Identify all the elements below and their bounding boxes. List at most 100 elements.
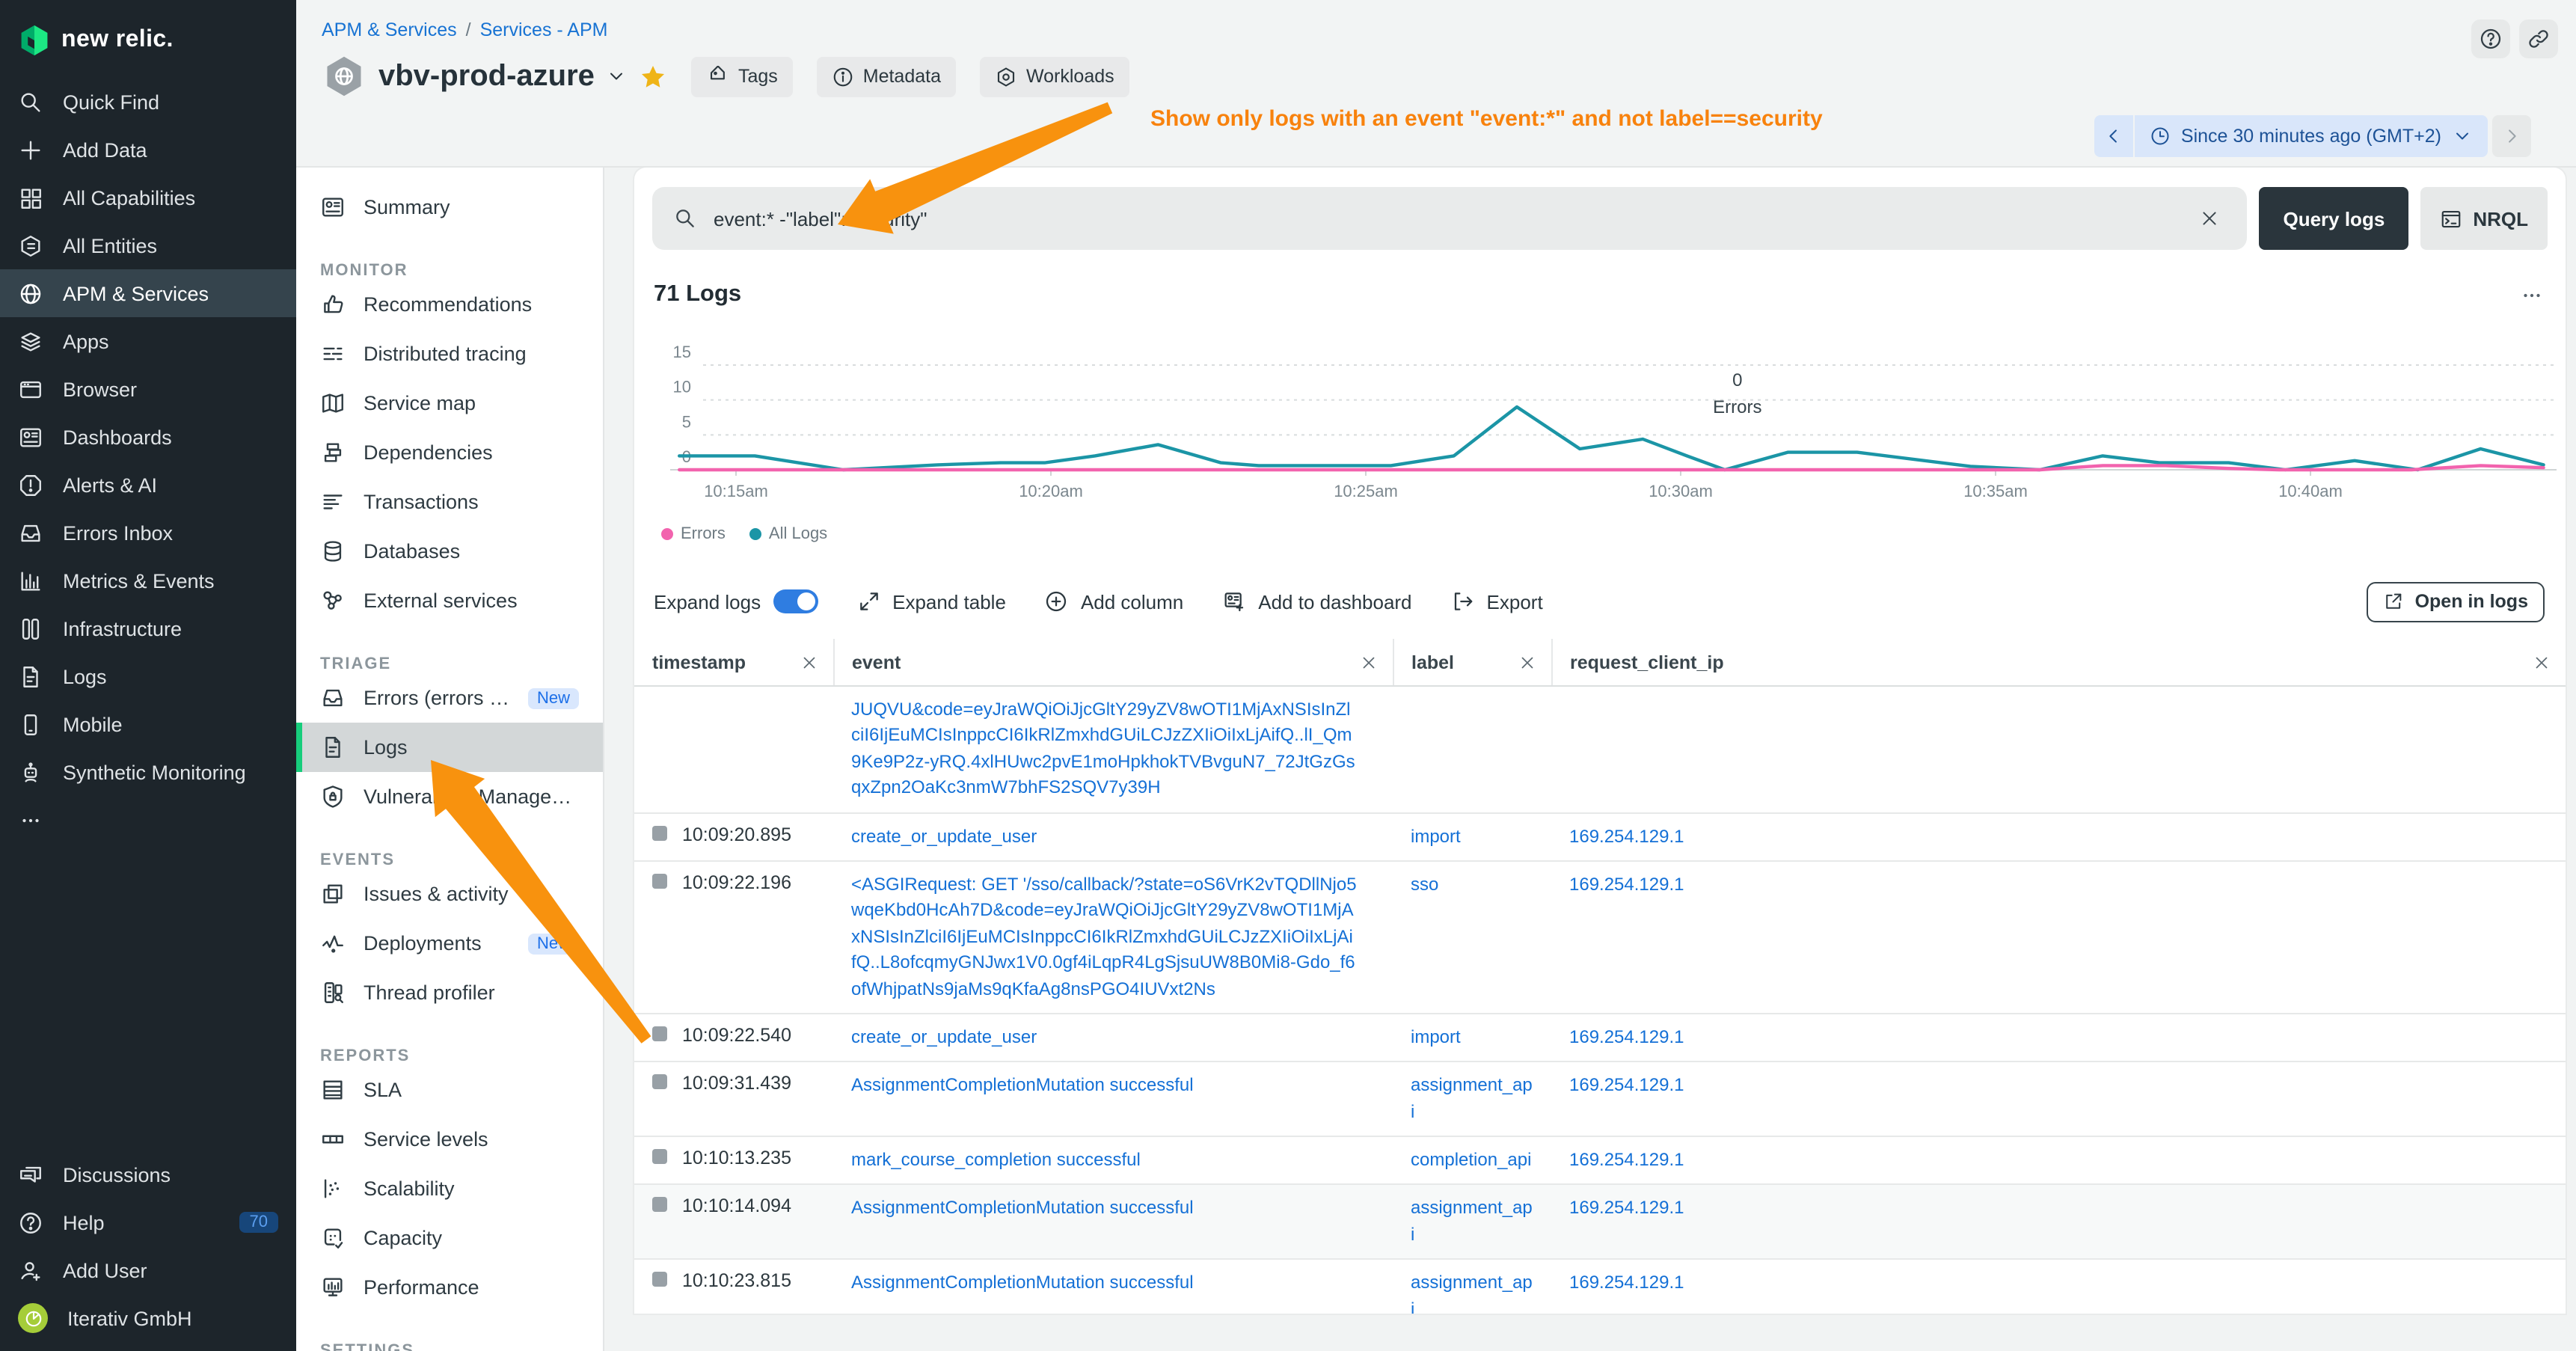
subnav-item-errors-inbox[interactable]: Errors (errors inb... New <box>296 673 603 723</box>
column-header-event[interactable]: event <box>852 652 901 673</box>
tags-button[interactable]: Tags <box>691 56 793 96</box>
log-event-link[interactable]: <ASGIRequest: GET '/sso/callback/?state=… <box>851 873 1357 999</box>
metadata-button[interactable]: Metadata <box>816 56 956 96</box>
log-query-searchbox[interactable] <box>652 187 2248 250</box>
log-event-link[interactable]: JUQVU&code=eyJraWQiOiJjcGltY29yZV8wOTI1M… <box>851 699 1355 798</box>
column-header-request-client-ip[interactable]: request_client_ip <box>1570 652 1724 673</box>
subnav-item-dependencies[interactable]: Dependencies <box>296 428 603 477</box>
column-header-label[interactable]: label <box>1411 652 1454 673</box>
table-row[interactable]: 10:09:31.439 AssignmentCompletionMutatio… <box>634 1062 2566 1138</box>
subnav-item-thread-profiler[interactable]: Thread profiler <box>296 968 603 1017</box>
log-ip-link[interactable]: 169.254.129.1 <box>1569 1074 1684 1096</box>
sidebar-item-add-user[interactable]: Add User <box>0 1246 296 1294</box>
export-button[interactable]: Export <box>1451 589 1543 613</box>
sidebar-item-all-entities[interactable]: All Entities <box>0 221 296 269</box>
log-event-link[interactable]: mark_course_completion successful <box>851 1149 1141 1171</box>
sidebar-item-help[interactable]: Help 70 <box>0 1198 296 1246</box>
table-row[interactable]: 10:09:20.895 create_or_update_user impor… <box>634 812 2566 862</box>
sidebar-item-infrastructure[interactable]: Infrastructure <box>0 604 296 652</box>
time-range-selector[interactable]: Since 30 minutes ago (GMT+2) <box>2134 115 2488 157</box>
query-logs-button[interactable]: Query logs <box>2259 187 2409 250</box>
entity-dropdown-chevron-icon[interactable] <box>607 66 628 87</box>
subnav-item-service-levels[interactable]: Service levels <box>296 1115 603 1164</box>
remove-column-icon[interactable] <box>1518 653 1536 671</box>
expand-logs-toggle[interactable]: Expand logs <box>654 589 818 613</box>
nrql-button[interactable]: NRQL <box>2420 187 2548 250</box>
subnav-item-external-services[interactable]: External services <box>296 576 603 625</box>
breadcrumb-link-apm-services[interactable]: APM & Services <box>322 19 457 40</box>
log-label-link[interactable]: completion_api <box>1411 1149 1532 1171</box>
subnav-item-databases[interactable]: Databases <box>296 527 603 576</box>
sidebar-item-logs[interactable]: Logs <box>0 652 296 700</box>
subnav-item-distributed-tracing[interactable]: Distributed tracing <box>296 329 603 379</box>
sidebar-item-alerts-ai[interactable]: Alerts & AI <box>0 461 296 509</box>
subnav-item-issues-activity[interactable]: Issues & activity <box>296 869 603 919</box>
sidebar-item-discussions[interactable]: Discussions <box>0 1151 296 1198</box>
table-row[interactable]: 10:10:14.094 AssignmentCompletionMutatio… <box>634 1184 2566 1260</box>
subnav-item-sla[interactable]: SLA <box>296 1065 603 1115</box>
sidebar-item-apps[interactable]: Apps <box>0 317 296 365</box>
log-ip-link[interactable]: 169.254.129.1 <box>1569 1026 1684 1047</box>
log-ip-link[interactable]: 169.254.129.1 <box>1569 1197 1684 1219</box>
sidebar-item-synthetic-monitoring[interactable]: Synthetic Monitoring <box>0 748 296 796</box>
logs-timeseries-chart[interactable]: 0 5 10 15 10:15am 10:20am 10:25am 10:30am 10:35a… <box>634 335 2566 509</box>
log-label-link[interactable]: sso <box>1411 873 1439 895</box>
subnav-item-deployments[interactable]: Deployments New <box>296 919 603 968</box>
copy-link-button[interactable] <box>2519 19 2558 58</box>
workloads-button[interactable]: Workloads <box>980 56 1129 96</box>
sidebar-item-browser[interactable]: Browser <box>0 365 296 413</box>
add-column-button[interactable]: Add column <box>1045 589 1183 613</box>
table-row[interactable]: 10:10:13.235 mark_course_completion succ… <box>634 1136 2566 1186</box>
sidebar-item-apm-services[interactable]: APM & Services <box>0 269 296 317</box>
sidebar-item-account[interactable]: Iterativ GmbH <box>0 1294 296 1342</box>
log-label-link[interactable]: assignment_api <box>1411 1272 1533 1314</box>
time-range-back-button[interactable] <box>2094 115 2135 157</box>
chart-menu-icon[interactable] <box>2519 282 2545 307</box>
log-event-link[interactable]: AssignmentCompletionMutation successful <box>851 1074 1194 1096</box>
sidebar-item-metrics-events[interactable]: Metrics & Events <box>0 557 296 604</box>
sidebar-item-add-data[interactable]: Add Data <box>0 126 296 174</box>
subnav-item-capacity[interactable]: Capacity <box>296 1213 603 1263</box>
legend-item-all-logs[interactable]: All Logs <box>749 525 827 543</box>
subnav-item-service-map[interactable]: Service map <box>296 379 603 428</box>
remove-column-icon[interactable] <box>1359 653 1377 671</box>
subnav-item-summary[interactable]: Summary <box>296 183 603 232</box>
legend-item-errors[interactable]: Errors <box>661 525 726 543</box>
subnav-item-transactions[interactable]: Transactions <box>296 477 603 527</box>
sidebar-item-all-capabilities[interactable]: All Capabilities <box>0 174 296 221</box>
subnav-item-performance[interactable]: Performance <box>296 1263 603 1312</box>
log-label-link[interactable]: import <box>1411 825 1461 847</box>
table-row[interactable]: JUQVU&code=eyJraWQiOiJjcGltY29yZV8wOTI1M… <box>634 686 2566 814</box>
subnav-item-logs[interactable]: Logs <box>296 723 603 772</box>
log-query-input[interactable] <box>711 206 2180 231</box>
log-label-link[interactable]: assignment_api <box>1411 1197 1533 1245</box>
log-ip-link[interactable]: 169.254.129.1 <box>1569 873 1684 895</box>
remove-column-icon[interactable] <box>800 653 818 671</box>
log-ip-link[interactable]: 169.254.129.1 <box>1569 1149 1684 1171</box>
clear-query-button[interactable] <box>2193 202 2226 235</box>
log-event-link[interactable]: AssignmentCompletionMutation successful <box>851 1197 1194 1219</box>
sidebar-item-errors-inbox[interactable]: Errors Inbox <box>0 509 296 557</box>
log-label-link[interactable]: import <box>1411 1026 1461 1047</box>
add-to-dashboard-button[interactable]: Add to dashboard <box>1222 589 1412 613</box>
subnav-item-vulnerability-management[interactable]: Vulnerability Management <box>296 772 603 821</box>
column-header-timestamp[interactable]: timestamp <box>652 652 746 673</box>
subnav-item-scalability[interactable]: Scalability <box>296 1164 603 1213</box>
log-event-link[interactable]: AssignmentCompletionMutation successful <box>851 1272 1194 1293</box>
sidebar-item-more[interactable] <box>0 796 296 844</box>
toggle-switch[interactable] <box>773 589 818 613</box>
log-ip-link[interactable]: 169.254.129.1 <box>1569 1272 1684 1293</box>
breadcrumb-link-services-apm[interactable]: Services - APM <box>479 19 608 40</box>
log-event-link[interactable]: create_or_update_user <box>851 825 1037 847</box>
sidebar-item-dashboards[interactable]: Dashboards <box>0 413 296 461</box>
subnav-item-recommendations[interactable]: Recommendations <box>296 280 603 329</box>
new-relic-logo[interactable]: new relic. <box>0 0 296 78</box>
open-in-logs-button[interactable]: Open in logs <box>2367 581 2545 622</box>
table-row[interactable]: 10:09:22.540 create_or_update_user impor… <box>634 1013 2566 1063</box>
time-range-forward-button[interactable] <box>2492 115 2531 157</box>
log-label-link[interactable]: assignment_api <box>1411 1074 1533 1122</box>
log-event-link[interactable]: create_or_update_user <box>851 1026 1037 1047</box>
sidebar-item-quick-find[interactable]: Quick Find <box>0 78 296 126</box>
sidebar-item-mobile[interactable]: Mobile <box>0 700 296 748</box>
log-ip-link[interactable]: 169.254.129.1 <box>1569 825 1684 847</box>
